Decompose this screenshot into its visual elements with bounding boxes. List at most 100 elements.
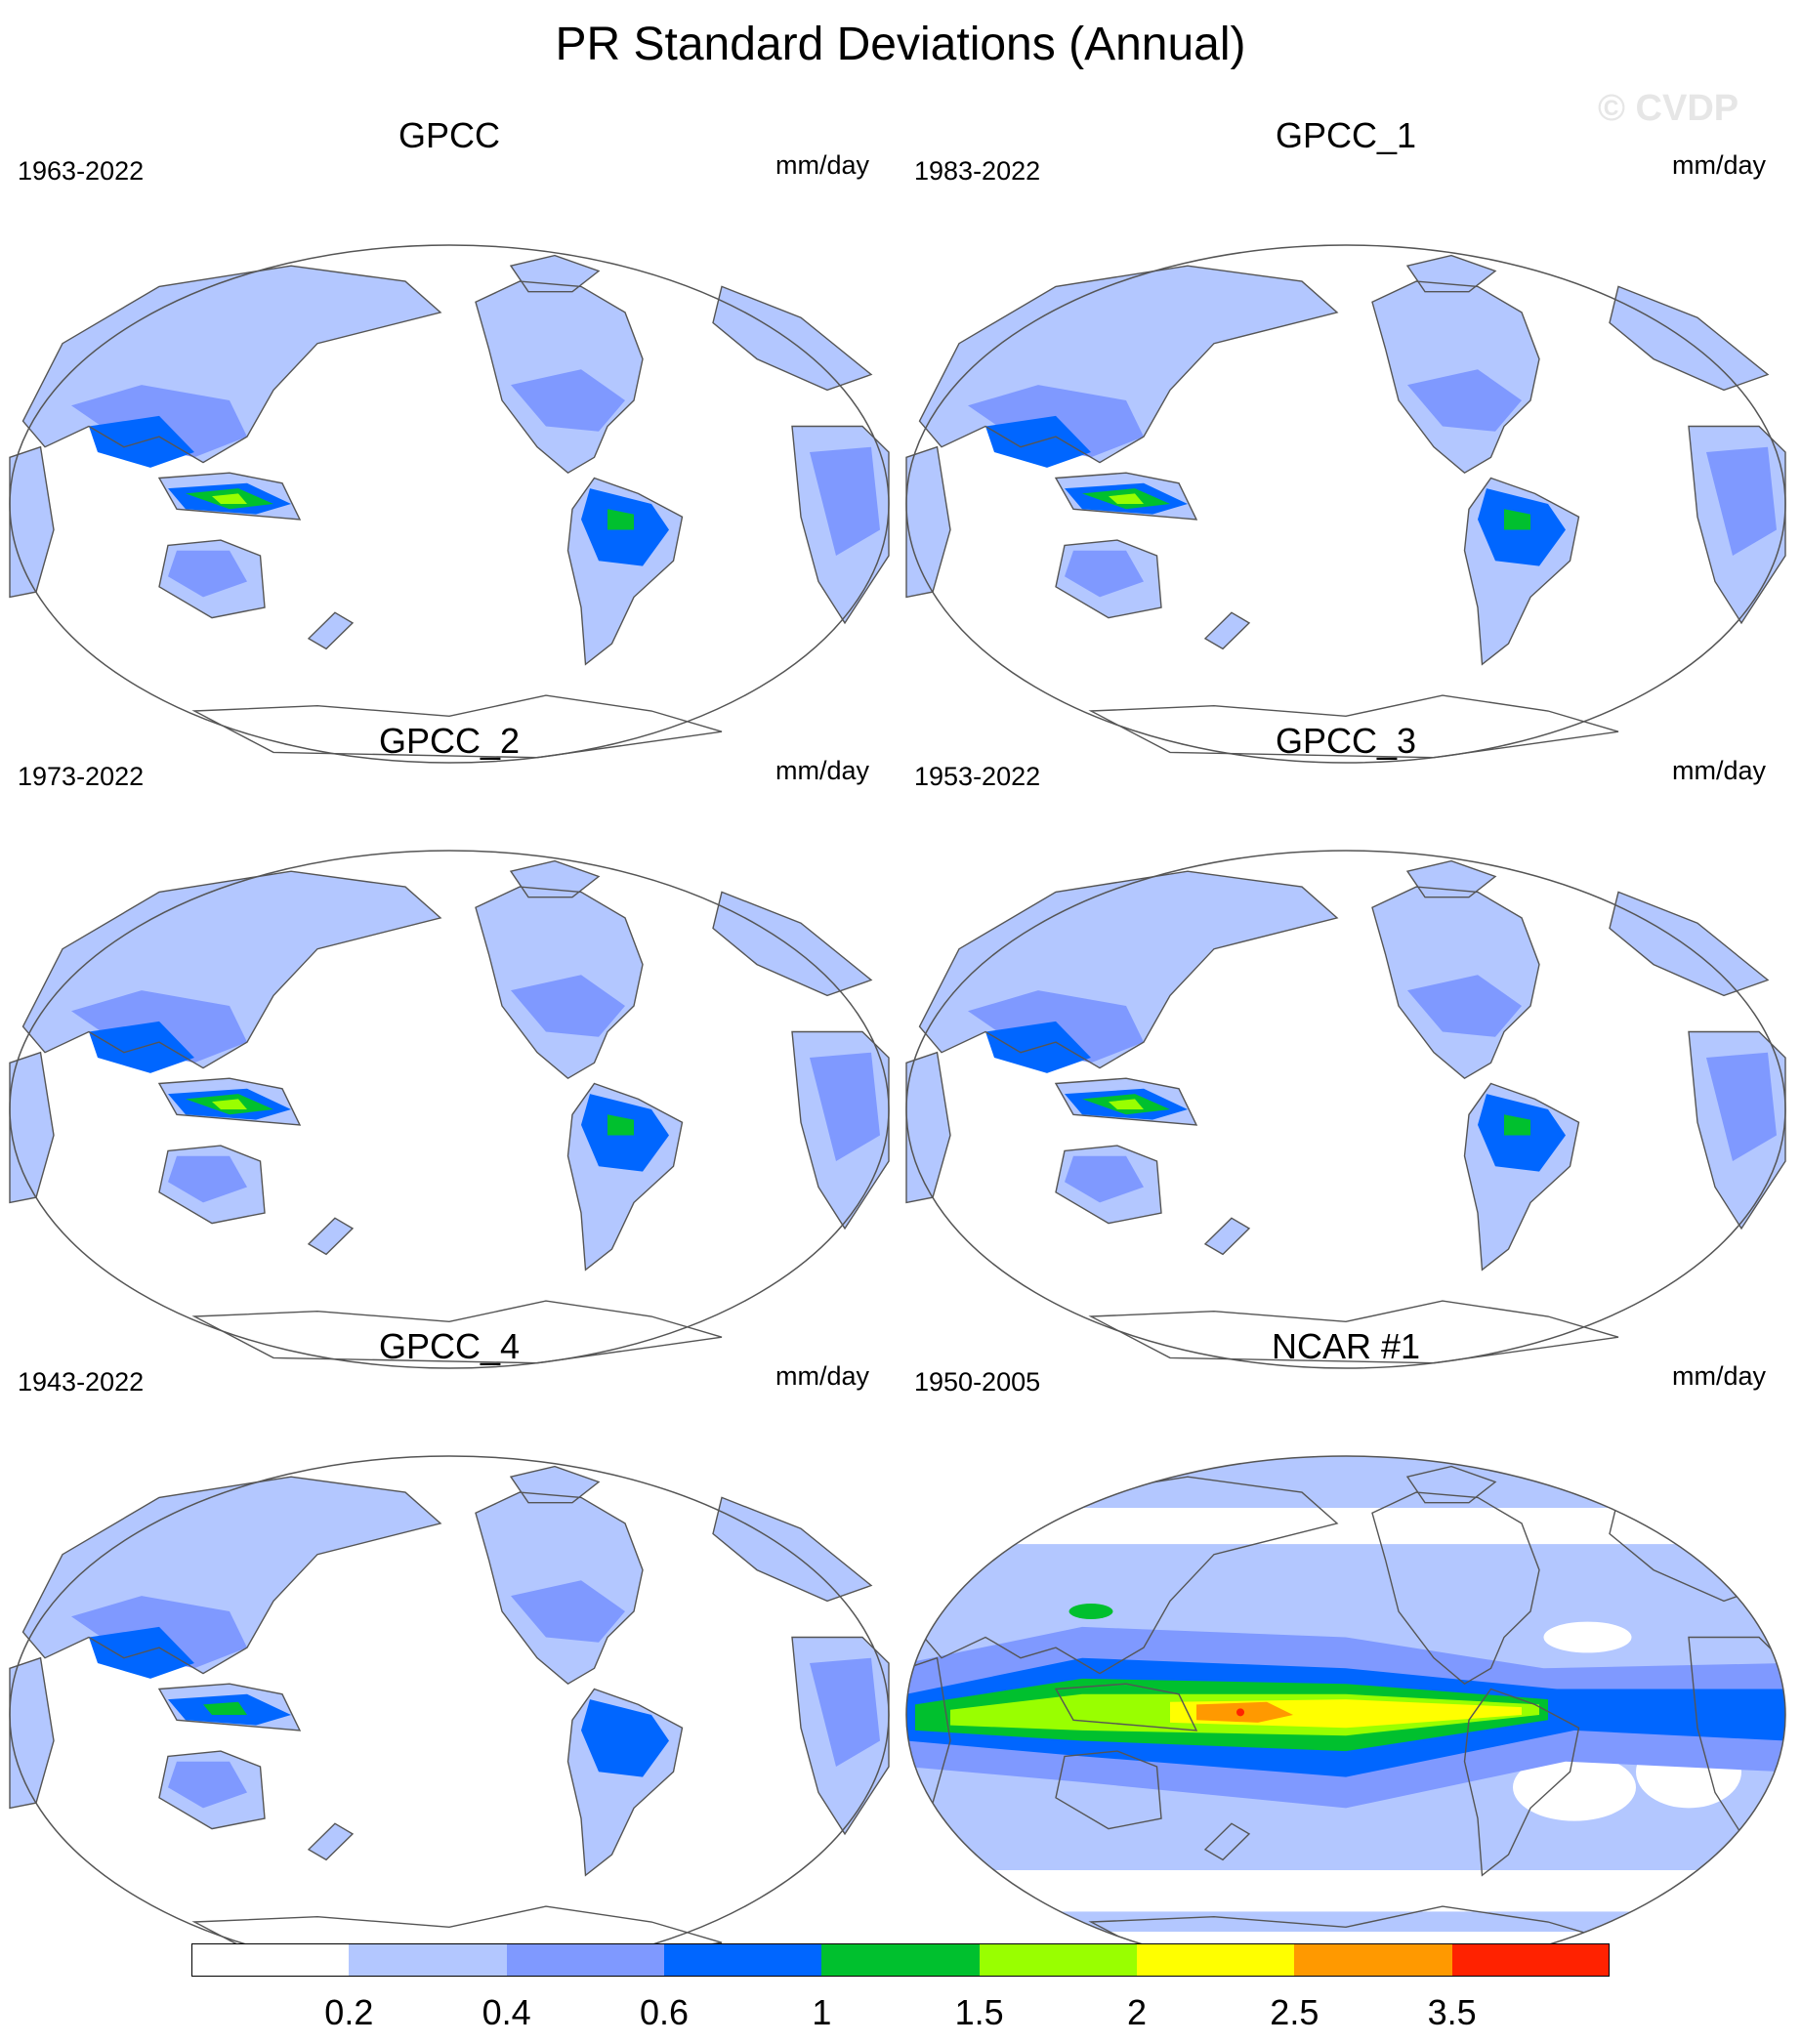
coastline-africaEast (9, 445, 55, 599)
map-content (9, 254, 890, 759)
coastline-africaEast (9, 1051, 55, 1204)
map-plot (905, 850, 1786, 1369)
coastline-greenland (1405, 859, 1497, 898)
colorbar-label: 1 (812, 1992, 832, 2032)
coastline-australia (158, 1750, 266, 1830)
coastline-maritime (157, 1077, 302, 1126)
band-level7 (1196, 1701, 1293, 1723)
core-amazon (581, 1699, 669, 1777)
panel-period: 1943-2022 (18, 1367, 145, 1397)
colorbar-label: 2.5 (1270, 1992, 1319, 2032)
coastline-newZealand (307, 1822, 355, 1861)
shade-north-america (511, 1580, 625, 1643)
coastline-eurasia (21, 870, 442, 1069)
map-panel: NCAR #1 1950-2005 mm/day (897, 1326, 1795, 1975)
coastline-antarctica (191, 694, 723, 759)
shade-north-america (511, 369, 625, 432)
coastline-maritime (1054, 472, 1198, 521)
map-border (9, 850, 890, 1369)
colorbar-label: 3.5 (1427, 1992, 1477, 2032)
panel-units: mm/day (775, 1361, 869, 1391)
colorbar-label: 0.6 (639, 1992, 690, 2032)
coastline-greenland (1405, 254, 1497, 293)
coastline-australia (158, 1145, 266, 1225)
peak-maritime (203, 1701, 247, 1715)
peak-amazon (607, 509, 634, 530)
coastline-newZealand (307, 1217, 355, 1256)
band-level8 (1236, 1708, 1244, 1717)
map-panel: GPCC_1 1983-2022 mm/day (897, 115, 1795, 764)
coastline-africaEast (9, 1656, 55, 1810)
shade-africa (1706, 1052, 1777, 1161)
coastline-maritime (1054, 1683, 1198, 1731)
model-background (906, 1456, 1785, 1932)
coastline-africaWest (791, 425, 890, 625)
coastline-newZealand (1203, 1217, 1251, 1256)
dry-zone-se-pacific (1513, 1753, 1636, 1821)
coastline-africaWest (1688, 1030, 1786, 1231)
land-newZealand (309, 1823, 353, 1860)
map-panel: GPCC 1963-2022 mm/day (0, 115, 899, 764)
coastline-eurasia (918, 870, 1339, 1069)
coastline-africaEast (905, 445, 951, 599)
map-plot (905, 1455, 1786, 1975)
shade-africa (810, 1657, 880, 1767)
land-newZealand (1205, 612, 1249, 649)
map-plot (9, 244, 890, 764)
map-plot (9, 1455, 890, 1975)
shade-australia (168, 1761, 247, 1809)
map-content (906, 1456, 1785, 1970)
coastline-europe (1609, 285, 1770, 392)
coastline-newZealand (307, 611, 355, 650)
coastline-northAmerica (1371, 1491, 1540, 1686)
coastline-northAmerica (475, 280, 644, 475)
peak-amazon (1504, 509, 1530, 530)
coastline-europe (1609, 891, 1770, 997)
map-plot (9, 850, 890, 1369)
panel-title: NCAR #1 (1271, 1326, 1421, 1366)
colorbar-label: 0.2 (324, 1992, 374, 2032)
coastline-australia (158, 539, 266, 619)
dry-zone-ne-pacific (1543, 1621, 1632, 1653)
dry-zone-southern (906, 1870, 1785, 1912)
figure-title: PR Standard Deviations (Annual) (555, 19, 1246, 70)
coastline-maritime (1054, 1077, 1198, 1126)
land-europe (1610, 286, 1768, 391)
coastline-southAmerica (566, 477, 684, 666)
panel-units: mm/day (775, 150, 869, 180)
coastline-africaWest (1688, 425, 1786, 625)
shade-north-america (1407, 369, 1522, 432)
coastline-northAmerica (1371, 886, 1540, 1080)
land-europe (1610, 892, 1768, 996)
panel-title: GPCC_2 (378, 721, 521, 761)
land-europe (713, 892, 871, 996)
colorbar-label: 1.5 (954, 1992, 1004, 2032)
coastline-maritime (157, 1683, 302, 1731)
coastline-newZealand (1203, 1822, 1251, 1861)
land-europe (713, 286, 871, 391)
coastline-europe (712, 891, 873, 997)
map-border (905, 850, 1786, 1369)
panel-units: mm/day (1671, 756, 1766, 785)
coastline-africaEast (906, 1656, 951, 1810)
coastline-africaWest (791, 1636, 890, 1836)
shade-australia (168, 550, 247, 598)
panel-units: mm/day (1671, 150, 1766, 180)
map-content (905, 859, 1786, 1364)
panel-title: GPCC_3 (1275, 721, 1417, 761)
coastline-greenland (509, 1465, 601, 1504)
land-newZealand (1205, 1218, 1249, 1255)
coastline-eurasia (21, 265, 442, 464)
map-panel: GPCC_2 1973-2022 mm/day (0, 721, 899, 1369)
colorbar-label: 0.4 (482, 1992, 531, 2032)
peak-amazon (607, 1114, 634, 1136)
coastline-southAmerica (1463, 1688, 1580, 1877)
coastline-maritime (157, 472, 302, 521)
coastline-newZealand (1203, 611, 1251, 650)
coastline-africaWest (791, 1030, 890, 1231)
panel-period: 1973-2022 (18, 762, 145, 791)
shade-australia (1065, 550, 1144, 598)
watermark: © CVDP (1598, 88, 1739, 129)
coastline-antarctica (191, 1300, 723, 1364)
panel-units: mm/day (1671, 1361, 1766, 1391)
